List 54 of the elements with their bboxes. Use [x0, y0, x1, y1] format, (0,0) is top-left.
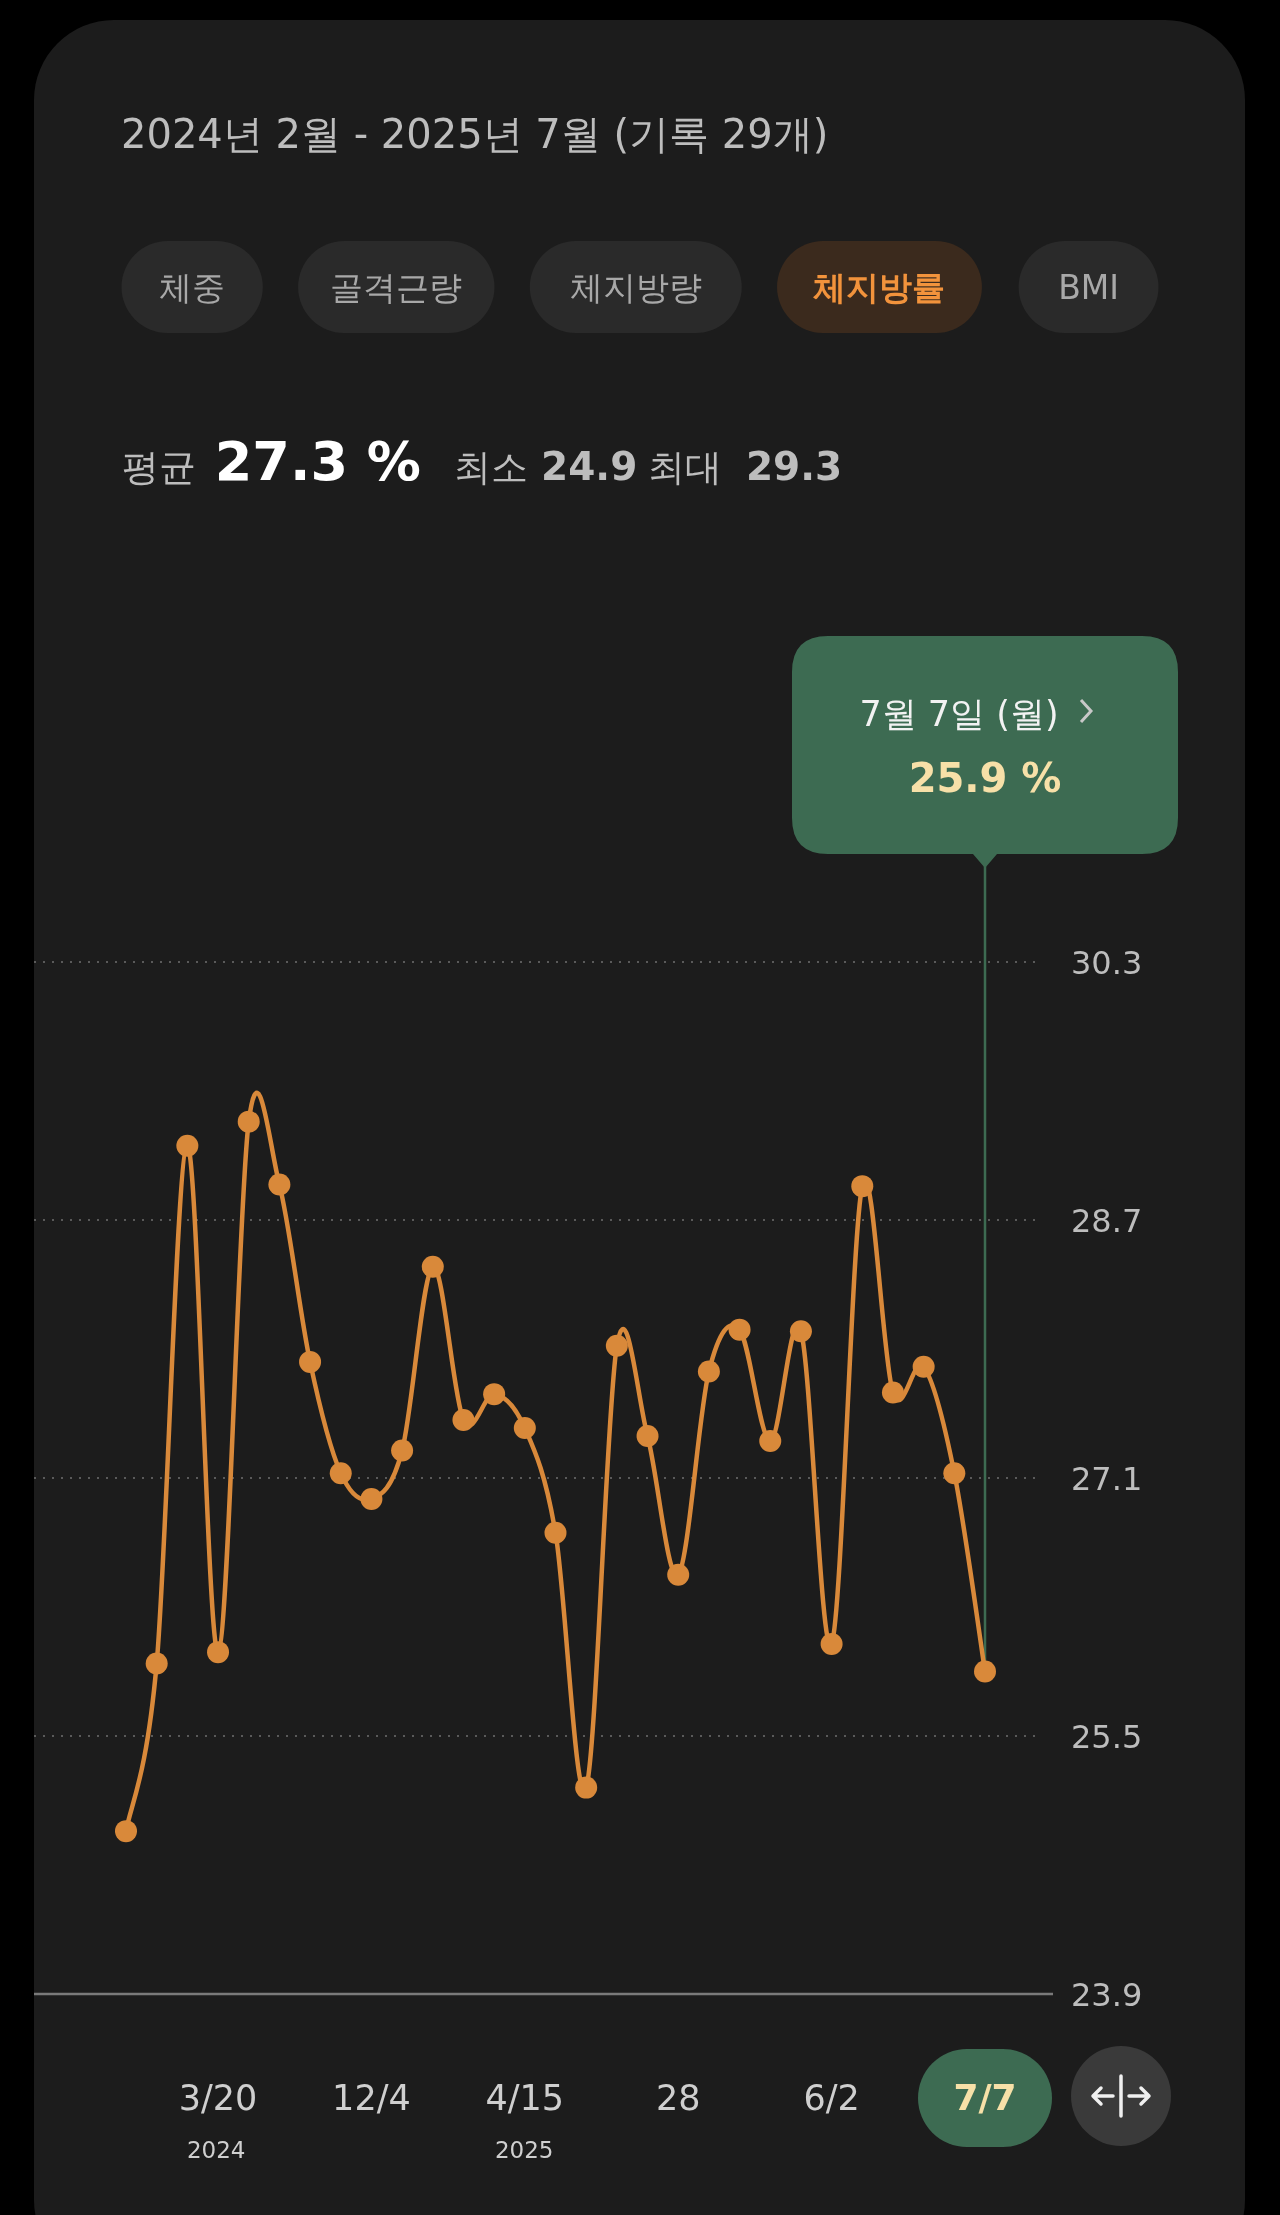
x-tick-label: 28 — [655, 2078, 701, 2118]
text: 평균 — [121, 446, 196, 489]
point — [513, 1417, 536, 1440]
point — [851, 1175, 874, 1198]
tab: 체지방률 — [777, 241, 982, 333]
point — [544, 1521, 567, 1544]
text: 24.9 — [541, 444, 638, 489]
point — [483, 1383, 506, 1406]
y-tick-label: 27.1 — [1071, 1460, 1143, 1498]
y-tick-label: 23.9 — [1071, 1976, 1143, 2014]
point — [697, 1360, 720, 1383]
point — [421, 1255, 444, 1278]
point — [728, 1318, 751, 1341]
point — [881, 1381, 904, 1404]
x-tick-label: 6/2 — [803, 2078, 860, 2118]
x-tick-label: 3/20 — [178, 2078, 258, 2118]
point — [268, 1173, 291, 1196]
y-tick-label: 28.7 — [1071, 1202, 1143, 1240]
point — [605, 1334, 628, 1357]
text: 27.3 % — [214, 430, 421, 493]
point — [820, 1633, 843, 1656]
point — [176, 1134, 199, 1157]
point — [789, 1320, 812, 1343]
point — [636, 1425, 659, 1448]
point — [575, 1776, 598, 1799]
point — [115, 1820, 137, 1843]
point — [667, 1563, 690, 1586]
tab: 체지방량 — [529, 241, 742, 333]
point — [237, 1110, 260, 1133]
x-tick-label: 4/15 — [485, 2078, 565, 2118]
text: 2025 — [494, 2137, 554, 2163]
text: 29.3 — [745, 444, 843, 489]
chart-title: 2024년 2월 - 2025년 7월 (기록 29개) — [121, 111, 829, 157]
tab: 골격근량 — [298, 241, 495, 333]
text: 최대 — [648, 446, 723, 489]
point — [759, 1429, 782, 1452]
point — [145, 1652, 168, 1675]
point — [207, 1641, 230, 1664]
text: 25.9 % — [908, 755, 1062, 801]
point — [391, 1439, 414, 1462]
text: 2024 — [186, 2137, 246, 2163]
point — [452, 1408, 475, 1431]
text: 7월 7일 (월) — [859, 694, 1059, 734]
point — [974, 1660, 996, 1683]
x-tick-label: 7/7 — [953, 2077, 1017, 2118]
point — [943, 1462, 966, 1485]
y-tick-label: 30.3 — [1071, 944, 1143, 982]
point — [912, 1355, 935, 1378]
point — [299, 1350, 322, 1373]
point — [329, 1462, 352, 1485]
y-tick-label: 25.5 — [1071, 1718, 1143, 1756]
point — [360, 1487, 383, 1510]
x-tick-label: 12/4 — [332, 2078, 411, 2118]
text: 최소 — [453, 446, 528, 489]
